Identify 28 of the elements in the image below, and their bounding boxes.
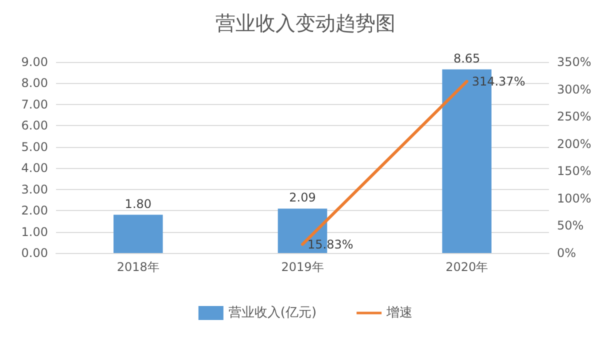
y2-tick-label: 350% xyxy=(557,55,592,69)
x-tick-label: 2018年 xyxy=(116,260,160,274)
x-tick-label: 2020年 xyxy=(446,260,488,274)
data-label: 1.80 xyxy=(124,196,152,211)
bar xyxy=(114,214,163,253)
y2-tick-label: 250% xyxy=(557,110,592,124)
data-label: 8.65 xyxy=(453,51,480,66)
y-tick-label: 1.00 xyxy=(21,224,48,239)
y2-tick-label: 50% xyxy=(557,218,584,233)
y2-tick-label: 150% xyxy=(557,164,592,178)
y-tick-label: 6.00 xyxy=(21,118,48,133)
y-tick-label: 8.00 xyxy=(21,76,48,90)
y-tick-label: 3.00 xyxy=(21,182,48,196)
y-tick-label: 7.00 xyxy=(21,97,48,112)
y-tick-label: 9.00 xyxy=(21,55,48,69)
chart-title: 营业收入变动趋势图 xyxy=(216,11,396,35)
legend-label: 增速 xyxy=(386,306,413,320)
y-tick-label: 5.00 xyxy=(21,140,48,154)
y2-tick-label: 100% xyxy=(557,191,592,206)
legend-label: 营业收入(亿元) xyxy=(228,306,317,320)
y2-tick-label: 0% xyxy=(557,246,576,260)
y-tick-label: 0.00 xyxy=(21,246,48,260)
y2-tick-label: 300% xyxy=(557,82,592,96)
y2-tick-label: 200% xyxy=(557,136,592,151)
y-tick-label: 2.00 xyxy=(21,204,48,218)
x-tick-label: 2019年 xyxy=(281,260,324,274)
data-label: 2.09 xyxy=(289,190,316,205)
y-tick-label: 4.00 xyxy=(21,161,48,176)
